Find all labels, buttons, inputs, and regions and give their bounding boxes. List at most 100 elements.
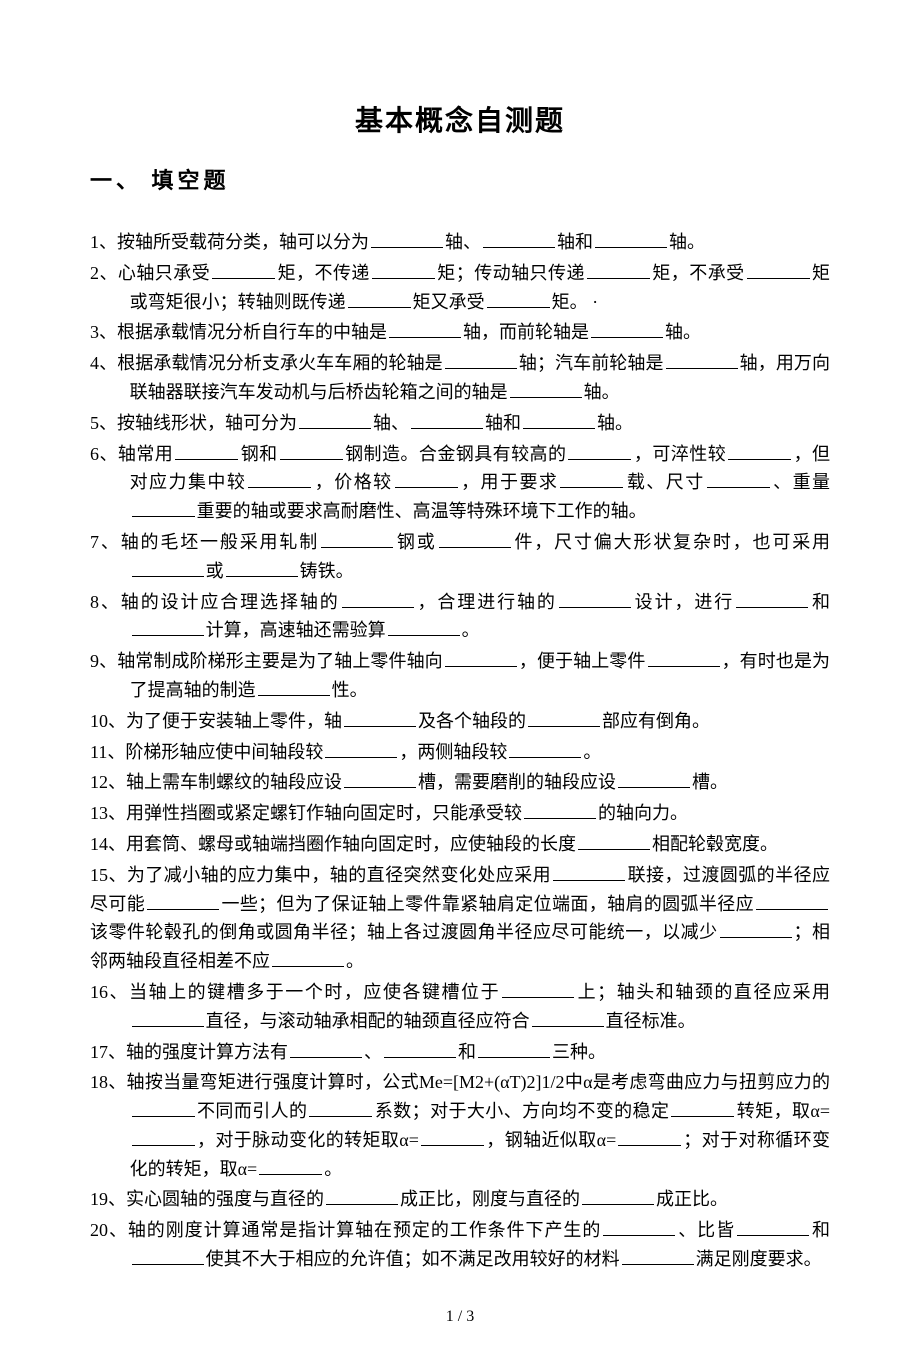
q4-num: 4、 — [90, 353, 117, 373]
question-18: 18、轴按当量弯矩进行强度计算时，公式Me=[M2+(αT)2]1/2中α是考虑… — [90, 1068, 830, 1183]
q19-p0: 实心圆轴的强度与直径的 — [126, 1189, 324, 1209]
question-7: 7、轴的毛坯一般采用轧制钢或件，尺寸偏大形状复杂时，也可采用或铸铁。 — [90, 528, 830, 586]
blank — [523, 411, 595, 429]
q16-num: 16、 — [90, 982, 129, 1002]
blank — [388, 618, 460, 636]
blank — [226, 559, 298, 577]
q13-p1: 的轴向力。 — [598, 803, 688, 823]
question-6: 6、轴常用钢和钢制造。合金钢具有较高的，可淬性较，但对应力集中较，价格较，用于要… — [90, 440, 830, 526]
blank — [321, 530, 393, 548]
blank — [325, 740, 397, 758]
blank — [132, 1009, 204, 1027]
blank — [483, 230, 555, 248]
q10-p1: 及各个轴段的 — [418, 711, 526, 731]
blank — [132, 1247, 204, 1265]
question-16: 16、当轴上的键槽多于一个时，应使各键槽位于上；轴头和轴颈的直径应采用直径，与滚… — [90, 978, 830, 1036]
q8-p2: 设计，进行 — [633, 592, 734, 612]
blank — [411, 411, 483, 429]
q4-p1: 轴；汽车前轮轴是 — [519, 353, 664, 373]
q1-p2: 轴和 — [557, 232, 593, 252]
q1-num: 1、 — [90, 232, 117, 252]
question-14: 14、用套筒、螺母或轴端挡圈作轴向固定时，应使轴段的长度相配轮毂宽度。 — [90, 830, 830, 859]
q20-num: 20、 — [90, 1220, 128, 1240]
q7-p3: 或 — [206, 561, 224, 581]
page-title: 基本概念自测题 — [90, 100, 830, 145]
q20-p4: 满足刚度要求。 — [696, 1249, 822, 1269]
blank — [280, 442, 343, 460]
blank — [747, 261, 810, 279]
q11-num: 11、 — [90, 742, 125, 762]
q6-p7: 载、尺寸 — [625, 472, 704, 492]
q17-p0: 轴的强度计算方法有 — [126, 1042, 288, 1062]
q20-p3: 使其不大于相应的允许值；如不满足改用较好的材料 — [206, 1249, 620, 1269]
q10-p0: 为了便于安装轴上零件，轴 — [126, 711, 342, 731]
q3-p1: 轴，而前轮轴是 — [463, 322, 589, 342]
q7-p0: 轴的毛坯一般采用轧制 — [121, 532, 319, 552]
q2-p1: 矩，不传递 — [277, 263, 370, 283]
q2-p0: 心轴只承受 — [118, 263, 210, 283]
q11-p1: ，两侧轴段较 — [399, 742, 507, 762]
q12-p2: 槽。 — [692, 772, 728, 792]
blank — [666, 351, 738, 369]
q6-p1: 钢和 — [240, 444, 277, 464]
blank — [707, 470, 770, 488]
blank — [421, 1128, 484, 1146]
blank — [344, 770, 416, 788]
q8-p4: 计算，高速轴还需验算 — [206, 620, 386, 640]
q18-p7: 。 — [324, 1159, 342, 1179]
blank — [618, 770, 690, 788]
blank — [132, 618, 204, 636]
q8-num: 8、 — [90, 592, 121, 612]
q7-p4: 铸铁。 — [300, 561, 354, 581]
blank — [582, 1187, 654, 1205]
q7-num: 7、 — [90, 532, 121, 552]
q18-p1: 不同而引人的 — [197, 1101, 308, 1121]
blank — [272, 949, 344, 967]
blank — [591, 320, 663, 338]
q5-p2: 轴和 — [485, 413, 521, 433]
question-2: 2、心轴只承受矩，不传递矩；传动轴只传递矩，不承受矩或弯矩很小；转轴则既传递矩又… — [90, 259, 830, 317]
blank — [524, 801, 596, 819]
q8-p1: ，合理进行轴的 — [416, 592, 557, 612]
blank — [132, 1099, 195, 1117]
blank — [560, 470, 623, 488]
q10-p2: 部应有倒角。 — [602, 711, 710, 731]
q17-p2: 和 — [458, 1042, 476, 1062]
q6-num: 6、 — [90, 444, 118, 464]
q2-num: 2、 — [90, 263, 118, 283]
question-5: 5、按轴线形状，轴可分为轴、轴和轴。 — [90, 409, 830, 438]
blank — [528, 709, 600, 727]
blank — [299, 411, 371, 429]
q3-num: 3、 — [90, 322, 117, 342]
question-17: 17、轴的强度计算方法有、和三种。 — [90, 1038, 830, 1067]
q14-p0: 用套筒、螺母或轴端挡圈作轴向固定时，应使轴段的长度 — [126, 834, 576, 854]
q12-p0: 轴上需车制螺纹的轴段应设 — [126, 772, 342, 792]
q6-p9: 重要的轴或要求高耐磨性、高温等特殊环境下工作的轴。 — [197, 501, 647, 521]
q18-p0: 轴按当量弯矩进行强度计算时，公式Me=[M2+(αT)2]1/2中α是考虑弯曲应… — [127, 1072, 830, 1092]
blank — [737, 1218, 809, 1236]
question-1: 1、按轴所受载荷分类，轴可以分为轴、轴和轴。 — [90, 228, 830, 257]
blank — [487, 290, 550, 308]
blank — [728, 442, 791, 460]
q17-p3: 三种。 — [552, 1042, 606, 1062]
blank — [395, 470, 458, 488]
blank — [559, 590, 631, 608]
q4-p3: 轴。 — [584, 382, 620, 402]
q15-p2: 一些；但为了保证轴上零件靠紧轴肩定位端面，轴肩的圆弧半径应 — [221, 894, 754, 914]
q7-p1: 钢或 — [395, 532, 437, 552]
q6-p8: 、重量 — [772, 472, 830, 492]
blank — [578, 832, 650, 850]
blank — [259, 1157, 322, 1175]
q9-p0: 轴常制成阶梯形主要是为了轴上零件轴向 — [117, 651, 443, 671]
q5-p0: 按轴线形状，轴可分为 — [117, 413, 297, 433]
q3-p0: 根据承载情况分析自行车的中轴是 — [117, 322, 387, 342]
blank — [671, 1099, 734, 1117]
blank — [372, 261, 435, 279]
q6-p5: ，价格较 — [313, 472, 392, 492]
question-15: 15、为了减小轴的应力集中，轴的直径突然变化处应采用联接，过渡圆弧的半径应尽可能… — [90, 861, 830, 976]
q15-p5: 。 — [346, 951, 364, 971]
q15-num: 15、 — [90, 865, 127, 885]
blank — [132, 1128, 195, 1146]
q19-p2: 成正比。 — [656, 1189, 728, 1209]
blank — [478, 1040, 550, 1058]
